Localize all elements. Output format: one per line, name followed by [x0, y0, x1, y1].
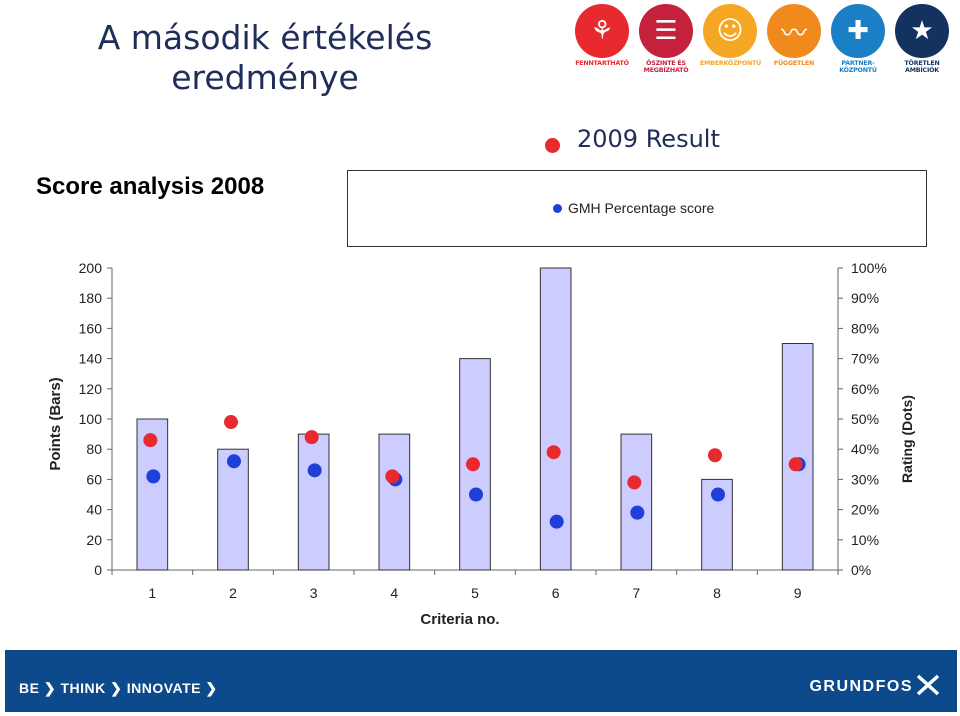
y2-tick-label: 90% — [851, 290, 879, 306]
speech-bubble-icon: ☰ — [639, 4, 693, 58]
bar-criteria-3 — [297, 433, 330, 571]
people-icon: ☺ — [703, 4, 757, 58]
result-2009-dot-7 — [627, 475, 642, 490]
badge-caption: TÖRETLEN AMBÍCIÓK — [904, 60, 940, 74]
y2-tick-label: 30% — [851, 471, 879, 487]
bar-criteria-7 — [620, 433, 653, 571]
x-tick-label: 8 — [713, 585, 721, 601]
result-2009-dot-8 — [708, 448, 722, 463]
x-tick-label: 6 — [552, 585, 560, 601]
badge-0: ⚘ FENNTARTHATÓ — [572, 4, 632, 67]
y-tick-label: 120 — [79, 381, 103, 397]
badge-caption: EMBERKÖZPONTÚ — [700, 60, 762, 67]
y-tick-label: 100 — [79, 411, 103, 427]
x-axis-title: Criteria no. — [420, 611, 499, 628]
x-tick-label: 9 — [794, 585, 802, 601]
chart-legend: GMH Percentage score — [347, 170, 927, 247]
y-tick-label: 80 — [86, 441, 102, 457]
y-tick-label: 0 — [94, 562, 102, 578]
y2-tick-label: 80% — [851, 320, 879, 336]
result-2009-dot-6 — [546, 445, 561, 460]
result-2009-dot-3 — [304, 430, 319, 445]
badge-1: ☰ ŐSZINTE ÉS MEGBÍZHATÓ — [636, 4, 696, 74]
result-2009-dot-2 — [224, 415, 238, 430]
badge-caption: ŐSZINTE ÉS MEGBÍZHATÓ — [643, 60, 689, 74]
birds-icon: 〰 — [767, 4, 821, 58]
badge-5: ★ TÖRETLEN AMBÍCIÓK — [892, 4, 952, 74]
bar-criteria-9 — [781, 343, 814, 571]
x-tick-label: 4 — [390, 585, 398, 601]
y2-tick-label: 100% — [851, 260, 887, 276]
slide-title-line1: A második értékelés — [97, 18, 433, 57]
legend-label: GMH Percentage score — [568, 200, 715, 216]
badge-caption: PARTNER- KÖZPONTÚ — [839, 60, 877, 74]
result-2009-dot-5 — [466, 457, 480, 472]
y-tick-label: 200 — [79, 260, 103, 276]
chart-heading: Score analysis 2008 — [36, 173, 265, 200]
result-2009-label: 2009 Result — [577, 125, 720, 153]
sprout-icon: ⚘ — [575, 4, 629, 58]
grundfos-logo-icon — [916, 674, 940, 696]
y-tick-label: 160 — [79, 320, 103, 336]
y2-tick-label: 70% — [851, 351, 879, 367]
y2-tick-label: 60% — [851, 381, 879, 397]
result-2009-dot-1 — [143, 433, 158, 448]
badge-4: ✚ PARTNER- KÖZPONTÚ — [828, 4, 888, 74]
y-tick-label: 60 — [86, 471, 102, 487]
badge-3: 〰 FÜGGETLEN — [764, 4, 824, 67]
footer-bar: BE ❯ THINK ❯ INNOVATE ❯ GRUNDFOS — [5, 650, 957, 712]
y2-axis-title: Rating (Dots) — [899, 395, 915, 483]
badge-2: ☺ EMBERKÖZPONTÚ — [700, 4, 762, 67]
y2-tick-label: 10% — [851, 532, 879, 548]
result-2009-dot-9 — [788, 457, 803, 472]
slide-title: A második értékelés eredménye — [40, 18, 490, 98]
y-tick-label: 40 — [86, 502, 102, 518]
gmh-score-dot-7 — [630, 505, 645, 520]
y2-tick-label: 0% — [851, 562, 871, 578]
result-2009-marker — [545, 138, 560, 153]
badge-caption: FÜGGETLEN — [773, 60, 815, 67]
footer-tagline: BE ❯ THINK ❯ INNOVATE ❯ — [19, 680, 218, 696]
score-chart: 0 20 40 60 80 100 120 140 160 180 200 0% 10% 20% 30% 40… — [47, 260, 915, 628]
x-tick-label: 3 — [310, 585, 318, 601]
badge-caption: FENNTARTHATÓ — [575, 60, 629, 67]
slide-title-line2: eredménye — [171, 58, 359, 97]
y2-tick-label: 40% — [851, 441, 879, 457]
x-tick-label: 5 — [471, 585, 479, 601]
x-tick-label: 1 — [148, 585, 156, 601]
footer-brand: GRUNDFOS — [809, 678, 913, 695]
gmh-score-dot-3 — [307, 463, 322, 478]
y2-tick-label: 50% — [851, 411, 879, 427]
gmh-score-dot-6 — [549, 514, 564, 529]
y-tick-label: 20 — [86, 532, 102, 548]
values-badges: ⚘ FENNTARTHATÓ ☰ ŐSZINTE ÉS MEGBÍZHATÓ ☺ EMBE… — [572, 4, 952, 90]
y2-tick-label: 20% — [851, 502, 879, 518]
bar-criteria-2 — [217, 448, 249, 571]
legend-marker — [553, 204, 562, 213]
y-axis-title: Points (Bars) — [47, 377, 64, 470]
gmh-score-dot-5 — [469, 487, 483, 502]
x-tick-label: 2 — [229, 585, 237, 601]
bar-criteria-4 — [378, 433, 411, 571]
result-2009-dot-4 — [385, 469, 400, 484]
y-tick-label: 180 — [79, 290, 103, 306]
gmh-score-dot-1 — [146, 469, 161, 484]
puzzle-icon: ✚ — [831, 4, 885, 58]
gmh-score-dot-2 — [227, 454, 241, 469]
gmh-score-dot-8 — [711, 487, 725, 502]
star-icon: ★ — [895, 4, 949, 58]
x-tick-label: 7 — [632, 585, 640, 601]
y-tick-label: 140 — [79, 351, 103, 367]
